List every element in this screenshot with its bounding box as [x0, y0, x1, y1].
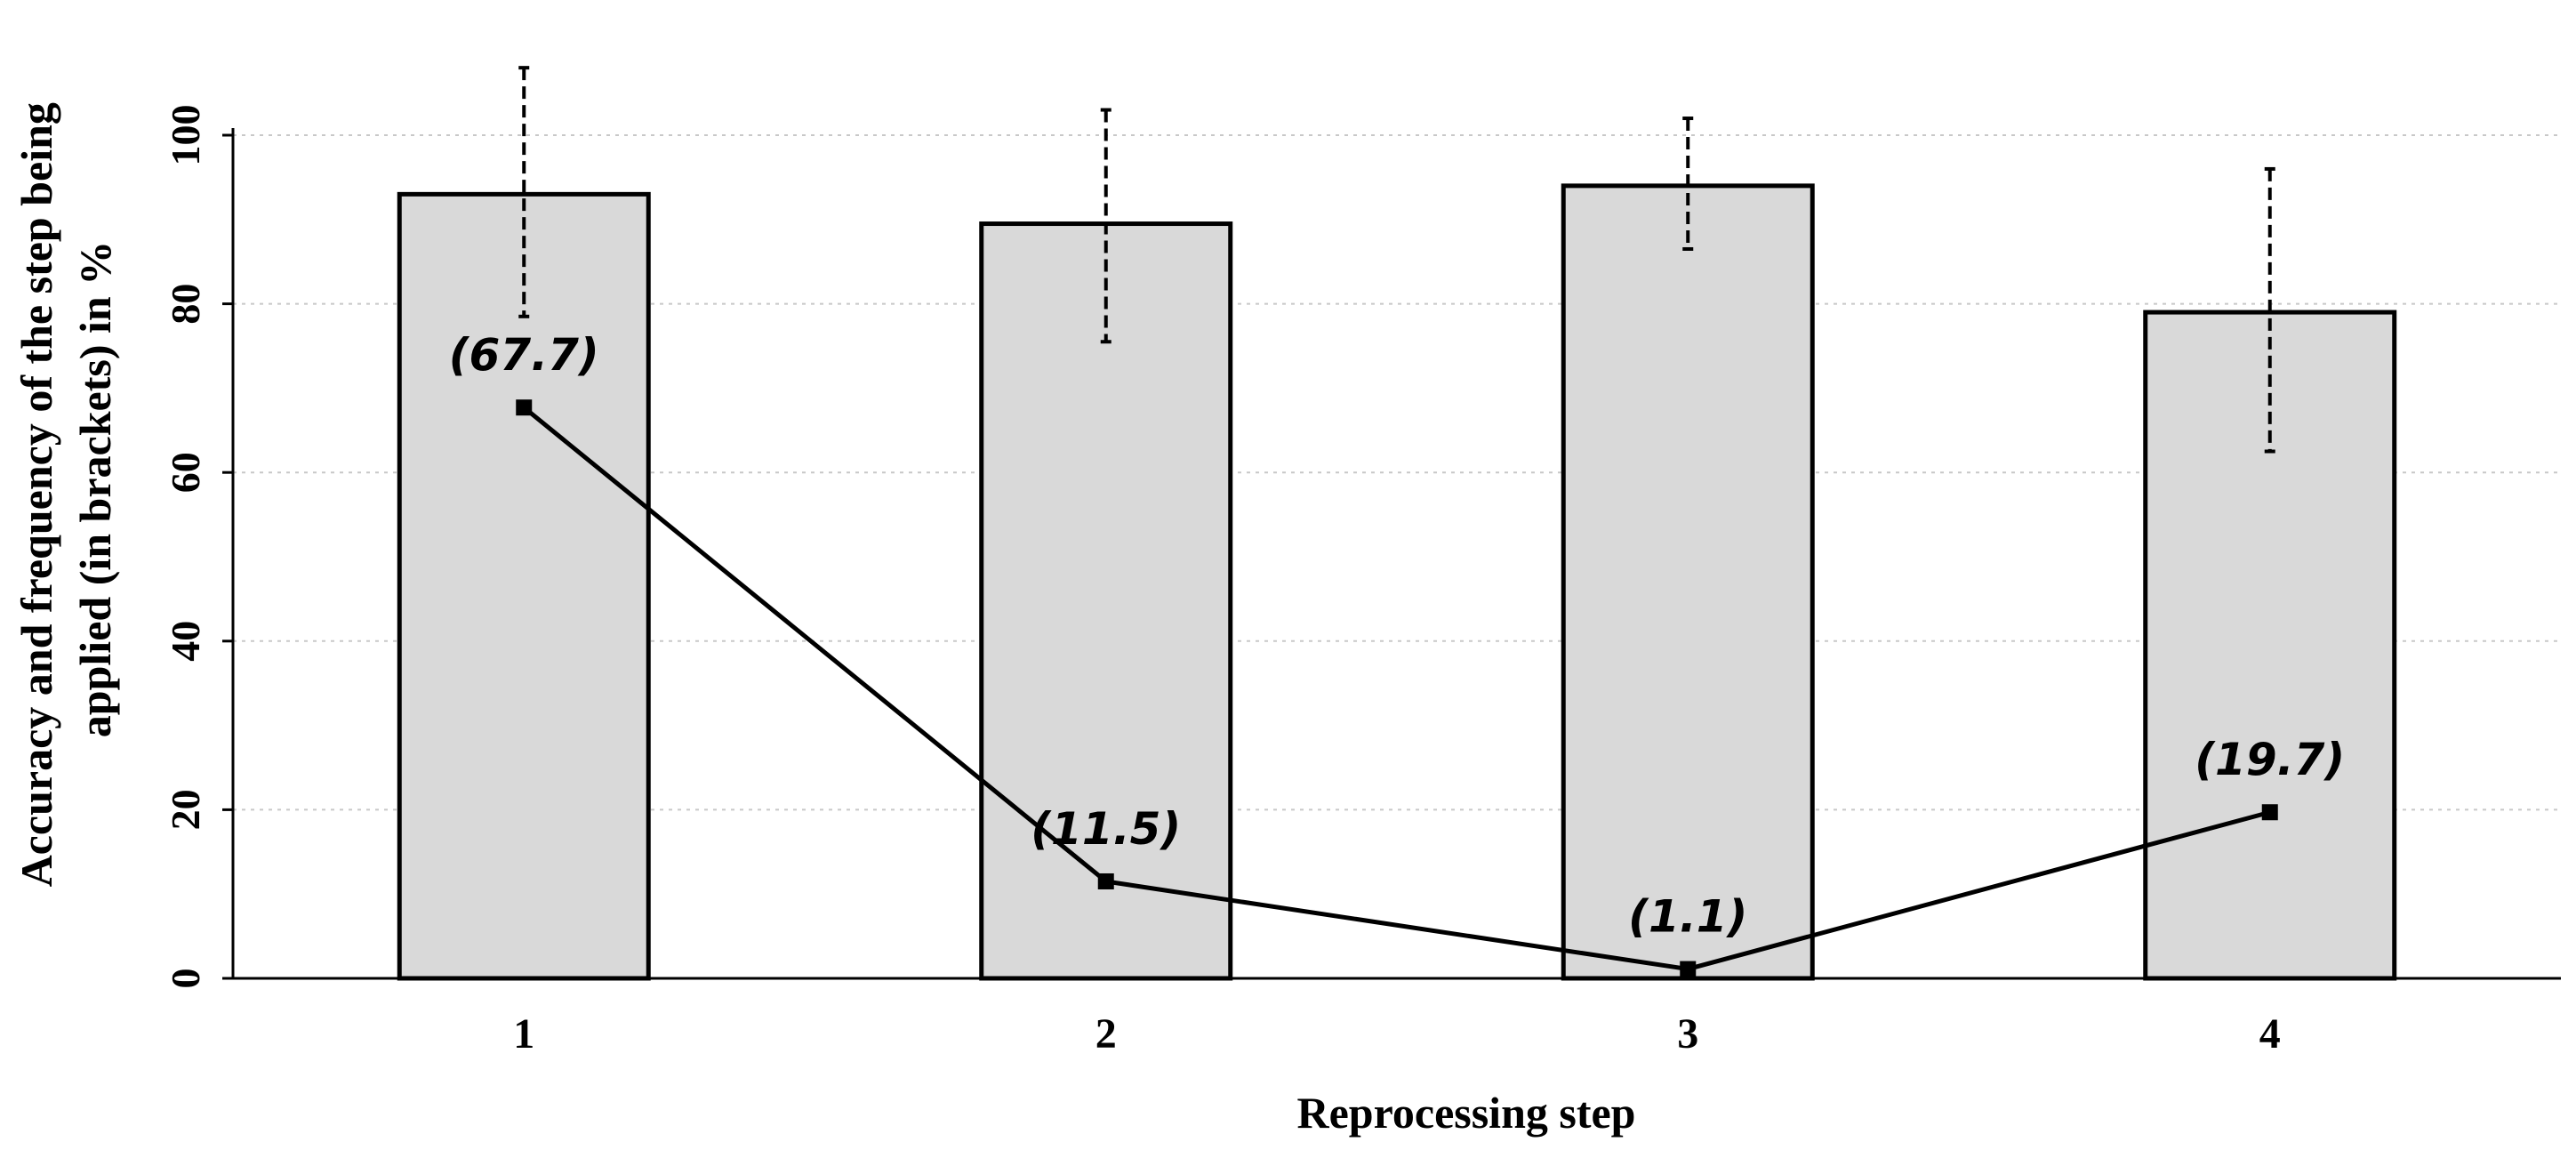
y-tick-label: 0 [163, 969, 208, 989]
frequency-point [1097, 873, 1114, 889]
x-tick-label: 4 [2259, 1010, 2281, 1058]
frequency-data-label: (1.1) [1628, 891, 1747, 943]
bar [1561, 183, 1815, 981]
axes [222, 128, 2561, 980]
bars [397, 183, 2397, 981]
y-tick-label: 60 [163, 452, 208, 493]
data-labels: (67.7) (11.5) (1.1) (19.7) [449, 329, 2346, 942]
frequency-point [2261, 804, 2278, 821]
frequency-point [1680, 961, 1697, 977]
y-axis-title-line-1: Accuracy and frequency of the step being [12, 102, 61, 887]
x-tick-label: 2 [1095, 1010, 1117, 1058]
frequency-line-series [516, 399, 2278, 977]
frequency-data-label: (11.5) [1031, 803, 1181, 855]
bar [397, 191, 651, 981]
x-tick-labels: 1 2 3 4 [513, 1010, 2281, 1058]
y-tick-label: 40 [163, 621, 208, 662]
y-axis-title: Accuracy and frequency of the step being… [12, 92, 120, 888]
y-tick-labels: 0 20 40 60 80 100 [163, 105, 208, 989]
frequency-data-label: (67.7) [449, 329, 599, 381]
x-axis-title: Reprocessing step [1296, 1088, 1635, 1138]
x-tick-label: 3 [1677, 1010, 1698, 1058]
error-bars [518, 66, 2275, 454]
y-tick-label: 100 [163, 105, 208, 166]
y-tick-label: 20 [163, 789, 208, 830]
frequency-line [522, 406, 2271, 972]
frequency-data-label: (19.7) [2195, 734, 2345, 785]
y-tick-label: 80 [163, 284, 208, 325]
x-tick-label: 1 [513, 1010, 534, 1058]
frequency-point [516, 399, 533, 416]
y-axis-title-line-2: applied (in brackets) in % [70, 241, 120, 737]
